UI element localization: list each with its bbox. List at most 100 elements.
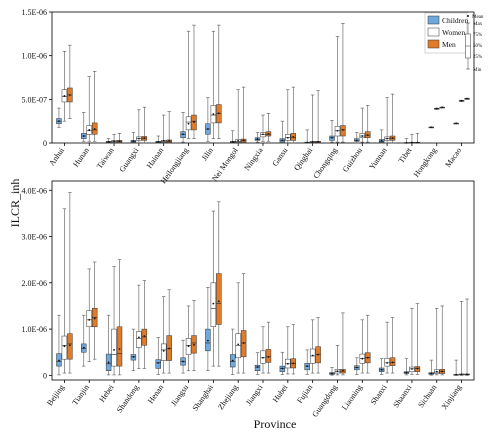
x-tick-label: Beijing	[45, 383, 66, 407]
mean-marker	[162, 349, 165, 352]
iqr-box	[235, 333, 241, 359]
y-tick-label: 5.0E-07	[21, 95, 47, 104]
x-tick-label: Gansu	[270, 146, 289, 168]
mean-marker	[212, 113, 215, 116]
y-tick-label: 0	[43, 139, 47, 148]
mean-marker	[187, 122, 190, 125]
box-children	[378, 358, 385, 375]
mean-marker	[405, 371, 408, 374]
box-women	[136, 109, 142, 144]
box-men	[290, 86, 296, 144]
x-tick-label: Henan	[146, 383, 165, 405]
box-children	[230, 130, 236, 144]
legend-swatch-men	[427, 39, 440, 49]
box-women	[458, 99, 465, 102]
box-women	[359, 107, 366, 143]
x-tick-label: Tibet	[397, 145, 414, 164]
box-children	[81, 112, 87, 142]
box-men	[240, 86, 247, 144]
y-tick-label: 1.0E-06	[21, 325, 47, 334]
mean-marker	[331, 136, 333, 139]
box-children	[155, 337, 161, 375]
y-tick-label: 3.0E-06	[21, 233, 47, 242]
mean-marker	[262, 133, 264, 136]
key-label-min: Min	[473, 68, 482, 73]
box-children	[56, 107, 62, 128]
mean-marker	[113, 140, 115, 143]
box-women	[285, 89, 291, 144]
box-children	[205, 97, 211, 142]
x-tick-label: Taiwan	[95, 146, 116, 170]
x-tick-label: Fujian	[295, 383, 314, 405]
key-mean-marker	[467, 15, 469, 17]
box-men	[340, 23, 346, 143]
mean-marker	[386, 361, 389, 364]
box-children	[354, 132, 360, 144]
mean-marker	[63, 94, 66, 97]
box-women	[260, 114, 266, 142]
mean-marker	[193, 343, 195, 346]
box-men	[91, 71, 98, 142]
legend-label-children: Children	[442, 16, 468, 25]
box-women	[309, 319, 316, 374]
mean-marker	[386, 137, 389, 140]
box-men	[315, 317, 321, 374]
box-children	[205, 287, 211, 372]
box-women	[111, 133, 117, 144]
legend-swatch-women	[427, 27, 440, 37]
iqr-box	[86, 310, 92, 328]
x-tick-label: Hunan	[71, 146, 91, 169]
box-women	[160, 296, 167, 374]
x-tick-label: Shandong	[115, 383, 141, 414]
mean-marker	[361, 357, 364, 360]
box-women	[334, 36, 341, 143]
key-label-75pct: 75%	[473, 33, 482, 38]
box-children	[81, 314, 87, 367]
x-tick-label: Hainan	[145, 146, 166, 170]
mean-marker	[331, 372, 333, 375]
mean-marker	[118, 140, 121, 143]
mean-marker	[217, 112, 220, 115]
mean-marker	[157, 361, 160, 364]
iqr-box	[111, 328, 117, 367]
iqr-box	[136, 331, 142, 348]
x-tick-label: Shaanxi	[391, 382, 414, 409]
mean-marker	[162, 139, 165, 142]
mean-marker	[88, 318, 91, 321]
mean-marker	[391, 137, 394, 140]
box-children	[403, 358, 410, 376]
x-tick-label: Hebei	[97, 382, 116, 403]
box-men	[439, 106, 445, 109]
mean-marker	[435, 107, 438, 110]
key-label-50pct: 50%	[473, 44, 482, 49]
box-children	[304, 349, 310, 375]
x-tick-label: Guangxi	[117, 145, 141, 173]
mean-marker	[107, 361, 110, 364]
box-men	[141, 106, 148, 144]
box-women	[210, 30, 217, 139]
box-women	[210, 210, 217, 367]
box-women	[359, 319, 366, 374]
box-women	[384, 97, 390, 144]
box-women	[111, 266, 117, 376]
key-label-max: Max	[473, 22, 483, 27]
box-women	[185, 30, 192, 139]
mean-marker	[292, 362, 295, 365]
mean-marker	[366, 134, 369, 137]
mean-marker	[460, 99, 463, 102]
box-children	[354, 357, 360, 375]
mean-marker	[342, 369, 344, 372]
key-label-mean: Mean	[472, 15, 484, 20]
box-women	[235, 89, 241, 144]
mean-marker	[355, 366, 358, 369]
x-tick-label: Shanxi	[369, 382, 390, 406]
box-men	[464, 298, 470, 376]
mean-marker	[217, 300, 220, 303]
box-women	[86, 76, 92, 142]
box-children	[254, 352, 261, 375]
mean-marker	[466, 97, 468, 100]
box-men	[67, 44, 73, 119]
y-tick-label: 4.0E-06	[21, 186, 47, 195]
x-tick-label: Jiangxi	[244, 382, 265, 407]
